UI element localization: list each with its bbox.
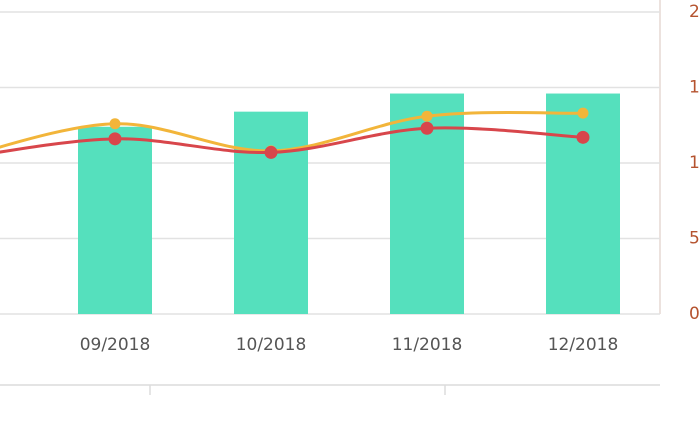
line-point (109, 118, 121, 130)
bar (546, 93, 620, 314)
bar (78, 126, 152, 314)
y-tick-label: 0 (689, 304, 700, 324)
x-tick-label: 10/2018 (236, 335, 307, 355)
y-tick-label: 200 (689, 2, 700, 22)
bar (234, 111, 308, 314)
y-tick-label: 100 (689, 153, 700, 173)
y-tick-label: 50 (689, 229, 700, 249)
y-tick-label: 150 (689, 78, 700, 98)
line-point (576, 130, 590, 144)
line-point (420, 121, 434, 135)
line-point (421, 110, 433, 122)
x-tick-label: 09/2018 (80, 335, 151, 355)
x-tick-label: 11/2018 (392, 335, 463, 355)
line-point (108, 132, 122, 146)
line-point (264, 145, 278, 159)
line-point (577, 107, 589, 119)
x-tick-label: 12/2018 (548, 335, 619, 355)
